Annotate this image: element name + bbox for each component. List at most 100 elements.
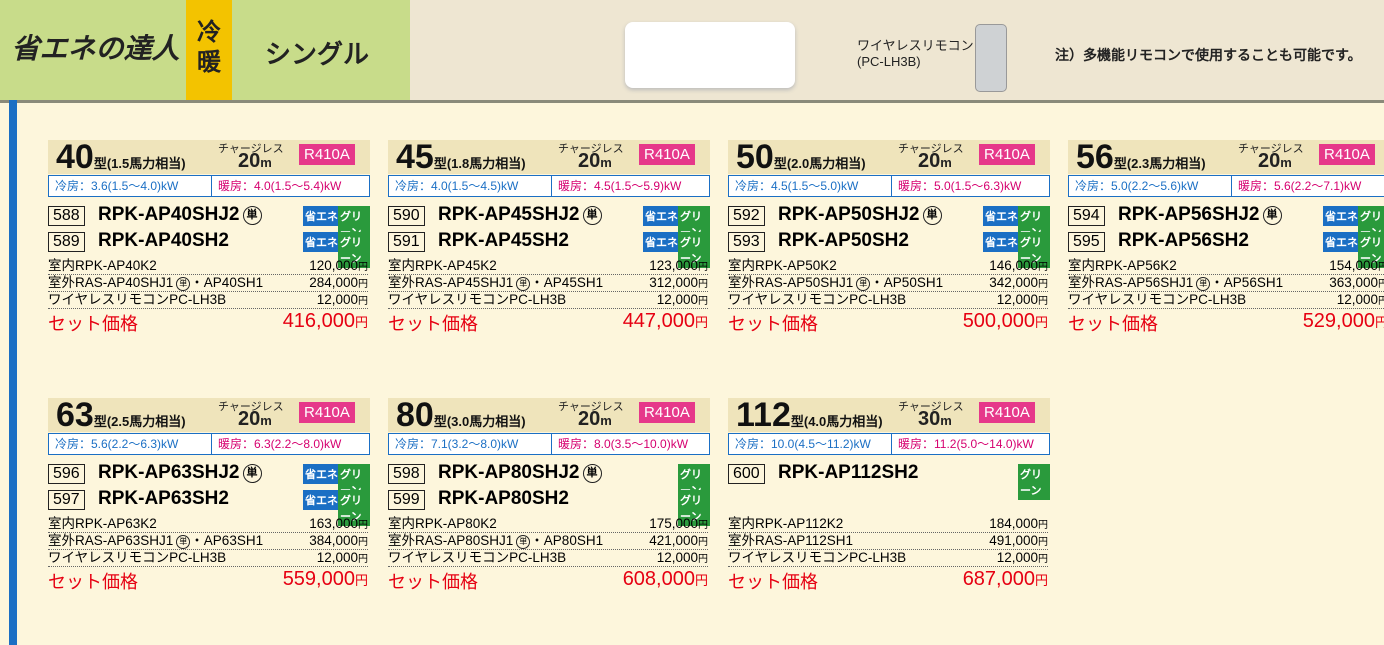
part-price: 12,000円 bbox=[317, 550, 368, 568]
type-suffix: 型 bbox=[433, 414, 447, 429]
part-price: 154,000円 bbox=[1329, 258, 1384, 276]
model-code: 589 bbox=[48, 232, 85, 252]
part-row: 室外RAS-AP80SHJ1 単・AP80SH1 421,000円 bbox=[388, 533, 708, 550]
type-suffix: 型 bbox=[93, 414, 107, 429]
chargeless: チャージレス bbox=[898, 143, 964, 155]
type-suffix: 型 bbox=[773, 156, 787, 171]
length-value: 20 bbox=[578, 408, 601, 430]
price-value: 12,000 bbox=[656, 292, 698, 307]
currency: 円 bbox=[1038, 262, 1048, 273]
single-mark: 単 bbox=[516, 277, 531, 291]
spec-row: 冷房：4.5(1.5～5.0)kW 暖房：5.0(1.5～6.3)kW bbox=[728, 175, 1050, 197]
part-label: 室内RPK-AP80K2 bbox=[388, 516, 497, 531]
currency: 円 bbox=[354, 315, 368, 330]
part-row: ワイヤレスリモコンPC-LH3B 12,000円 bbox=[1068, 292, 1384, 309]
set-row: セット価格 559,000円 bbox=[48, 568, 368, 594]
price-value: 12,000 bbox=[996, 292, 1038, 307]
badge-green: グリーン bbox=[678, 490, 710, 526]
set-price: 416,000円 bbox=[283, 310, 368, 333]
model-name: RPK-AP80SH2 bbox=[438, 488, 569, 510]
currency: 円 bbox=[698, 520, 708, 531]
model-name: RPK-AP112SH2 bbox=[778, 462, 918, 484]
spec-row: 冷房：4.0(1.5～4.5)kW 暖房：4.5(1.5～5.9)kW bbox=[388, 175, 710, 197]
length-value: 20 bbox=[578, 150, 601, 172]
refrigerant: R410A bbox=[979, 402, 1035, 423]
part-row: 室外RAS-AP56SHJ1 単・AP56SH1 363,000円 bbox=[1068, 275, 1384, 292]
part-price: 146,000円 bbox=[989, 258, 1048, 276]
part-suffix: ・AP50SH1 bbox=[870, 275, 944, 290]
price-value: 146,000 bbox=[989, 258, 1038, 273]
model-code: 597 bbox=[48, 490, 85, 510]
set-label: セット価格 bbox=[728, 314, 818, 334]
part-price: 284,000円 bbox=[309, 275, 368, 293]
length-unit: m bbox=[600, 155, 612, 170]
badge-eco: 省エネ bbox=[303, 206, 340, 226]
size-suffix: 型(1.5馬力相当) bbox=[94, 156, 186, 171]
set-price: 529,000円 bbox=[1303, 310, 1384, 333]
size: 63型(2.5馬力相当) bbox=[56, 396, 186, 435]
part-label: 室内RPK-AP56K2 bbox=[1068, 258, 1177, 273]
cooling: 冷房：7.1(3.2～8.0)kW bbox=[395, 437, 519, 451]
part-label: 室内RPK-AP63K2 bbox=[48, 516, 157, 531]
part-suffix: ・AP56SH1 bbox=[1210, 275, 1284, 290]
length-unit: m bbox=[260, 155, 272, 170]
part-price: 421,000円 bbox=[649, 533, 708, 551]
model-name-text: RPK-AP45SH2 bbox=[438, 230, 569, 251]
model-code: 592 bbox=[728, 206, 765, 226]
model-code: 588 bbox=[48, 206, 85, 226]
set-row: セット価格 687,000円 bbox=[728, 568, 1048, 594]
note: 注）多機能リモコンで使用することも可能です。 bbox=[1055, 47, 1362, 63]
currency: 円 bbox=[1378, 296, 1384, 307]
part-label: 室外RAS-AP112SH1 bbox=[728, 533, 854, 548]
currency: 円 bbox=[1038, 520, 1048, 531]
currency: 円 bbox=[1038, 279, 1048, 290]
model-name: RPK-AP63SHJ2 単 bbox=[98, 462, 262, 484]
part-label: 室内RPK-AP50K2 bbox=[728, 258, 837, 273]
size-number: 112 bbox=[736, 396, 791, 434]
currency: 円 bbox=[1378, 279, 1384, 290]
set-price-value: 416,000 bbox=[282, 310, 355, 332]
part-row: 室内RPK-AP112K2 184,000円 bbox=[728, 516, 1048, 533]
badge-eco: 省エネ bbox=[983, 206, 1020, 226]
single-mark: 単 bbox=[582, 464, 602, 483]
heating: 暖房：4.0(1.5～5.4)kW bbox=[211, 176, 341, 196]
badge-eco: 省エネ bbox=[303, 232, 340, 252]
horsepower: (2.3馬力相当) bbox=[1126, 156, 1206, 171]
refrigerant: R410A bbox=[299, 402, 355, 423]
size-number: 63 bbox=[56, 396, 94, 434]
badge-green: グリーン bbox=[678, 232, 710, 268]
mode: 冷暖 bbox=[186, 0, 232, 100]
part-label: ワイヤレスリモコンPC-LH3B bbox=[728, 550, 907, 565]
chargeless: チャージレス bbox=[558, 401, 624, 413]
part-row: ワイヤレスリモコンPC-LH3B 12,000円 bbox=[728, 550, 1048, 567]
size: 80型(3.0馬力相当) bbox=[396, 396, 526, 435]
currency: 円 bbox=[698, 262, 708, 273]
price-value: 175,000 bbox=[649, 516, 698, 531]
single-mark: 単 bbox=[1196, 277, 1211, 291]
badge-green: グリーン bbox=[1018, 232, 1050, 268]
refrigerant: R410A bbox=[639, 402, 695, 423]
set-price: 500,000円 bbox=[963, 310, 1048, 333]
part-label: 室外RAS-AP56SHJ1 bbox=[1068, 275, 1194, 290]
refrigerant: R410A bbox=[639, 144, 695, 165]
type-suffix: 型 bbox=[93, 156, 107, 171]
badge-green: グリーン bbox=[338, 232, 370, 268]
price-value: 154,000 bbox=[1329, 258, 1378, 273]
set-price-value: 529,000 bbox=[1302, 310, 1375, 332]
pipe-length: 20m bbox=[578, 150, 612, 173]
price-value: 12,000 bbox=[1336, 292, 1378, 307]
currency: 円 bbox=[358, 554, 368, 565]
product-card: 56型(2.3馬力相当) チャージレス 20m R410A 冷房：5.0(2.2～5.6… bbox=[1068, 138, 1384, 380]
badge-eco: 省エネ bbox=[303, 464, 340, 484]
part-row: 室外RAS-AP112SH1 491,000円 bbox=[728, 533, 1048, 550]
price-value: 421,000 bbox=[649, 533, 698, 548]
cooling: 冷房：3.6(1.5～4.0)kW bbox=[55, 179, 179, 193]
part-row: ワイヤレスリモコンPC-LH3B 12,000円 bbox=[388, 292, 708, 309]
spec-row: 冷房：5.6(2.2～6.3)kW 暖房：6.3(2.2～8.0)kW bbox=[48, 433, 370, 455]
badge-eco: 省エネ bbox=[1323, 232, 1360, 252]
currency: 円 bbox=[1374, 315, 1384, 330]
product-card: 63型(2.5馬力相当) チャージレス 20m R410A 冷房：5.6(2.2～6.3… bbox=[48, 396, 370, 638]
mode-cool: 冷 bbox=[197, 19, 221, 46]
single-mark: 単 bbox=[176, 277, 191, 291]
